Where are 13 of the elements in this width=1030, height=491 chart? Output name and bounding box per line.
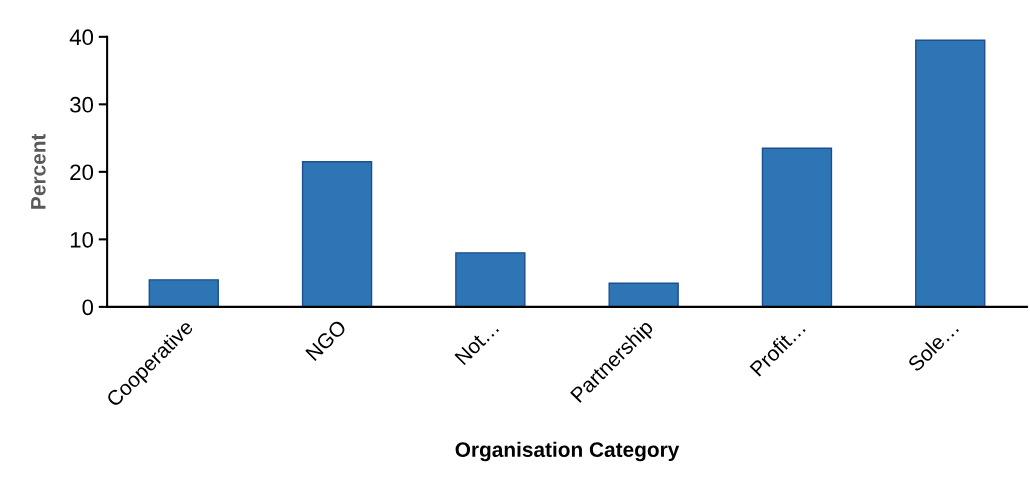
bar [455, 252, 526, 307]
y-tick-label: 30 [70, 96, 94, 113]
x-axis-title: Organisation Category [455, 441, 680, 462]
y-tick-label: 40 [69, 29, 94, 46]
y-tick-label: 10 [70, 231, 94, 248]
y-axis-title: Percent [31, 133, 46, 209]
y-tick-label: 20 [70, 164, 94, 181]
bar [148, 279, 219, 307]
bar [301, 161, 373, 307]
bar [761, 147, 833, 307]
bar [915, 39, 986, 307]
y-tick-label: 0 [82, 299, 94, 316]
bar [608, 282, 679, 307]
